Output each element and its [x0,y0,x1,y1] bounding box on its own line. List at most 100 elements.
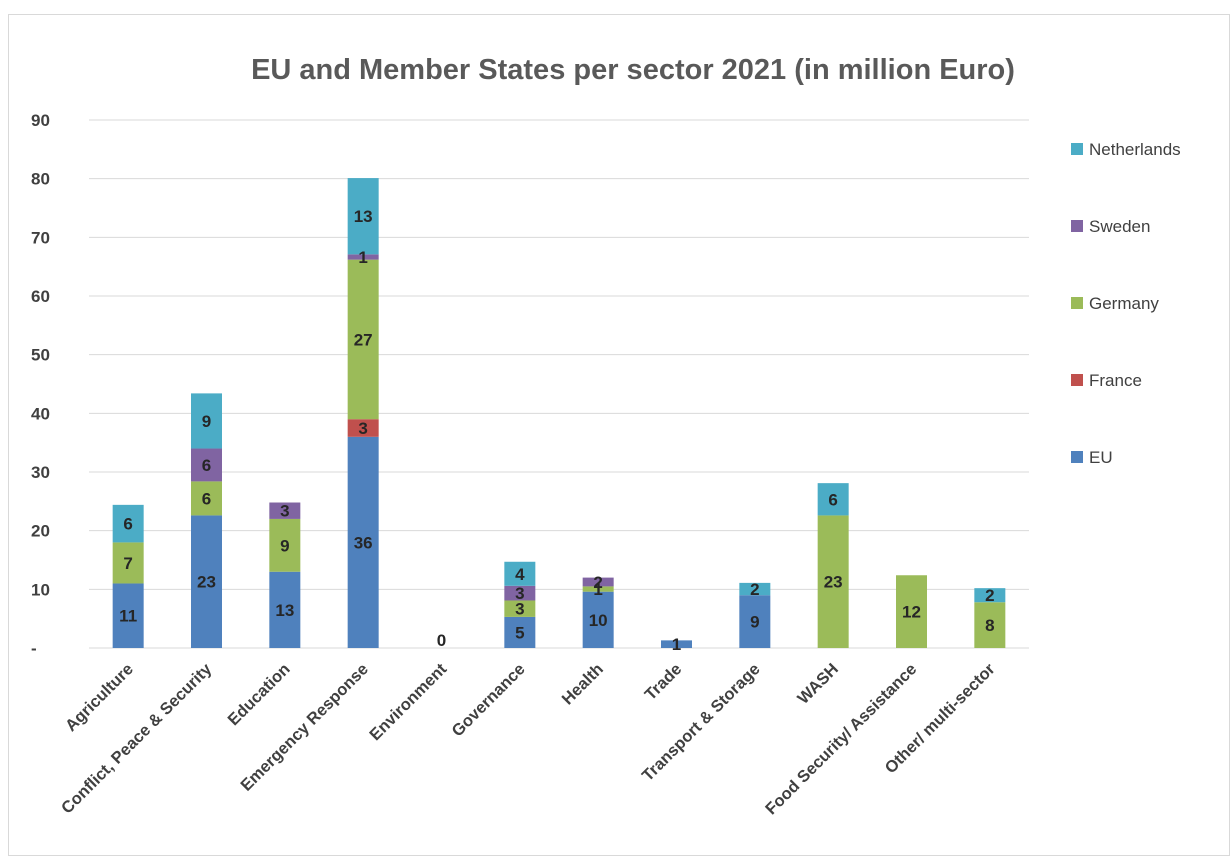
bar-netherlands-governance [504,561,536,586]
y-tick-label: 50 [31,346,50,365]
x-tick-label-emergency-response: Emergency Response [237,660,372,795]
legend-item-germany[interactable]: Germany [1071,294,1159,313]
data-label-netherlands-governance: 4 [515,565,525,584]
legend-swatch-sweden [1071,220,1083,232]
data-label-sweden-governance: 3 [515,584,524,603]
y-tick-label: 10 [31,580,50,599]
legend-swatch-eu [1071,451,1083,463]
chart-title: EU and Member States per sector 2021 (in… [251,54,1015,86]
bar-netherlands-transport-storage [739,582,771,596]
bar-netherlands-emergency-response [347,178,379,255]
bar-germany-wash [817,515,849,648]
data-label-netherlands-agriculture: 6 [123,515,132,534]
chart-frame: EU and Member States per sector 2021 (in… [8,14,1230,856]
bar-germany-emergency-response [347,259,379,420]
data-label-germany-wash: 23 [824,573,843,592]
legend-swatch-netherlands [1071,143,1083,155]
bar-germany-governance [504,600,536,617]
legend[interactable]: Netherlands Sweden Germany France EU [1071,140,1181,467]
x-tick-label-education: Education [225,660,294,729]
bar-netherlands-other-multi-sector [974,588,1006,603]
legend-swatch-france [1071,374,1083,386]
bar-sweden-governance [504,585,536,601]
legend-label-sweden: Sweden [1089,217,1150,236]
data-label-sweden-conflict-peace-security: 6 [202,456,211,475]
bar-sweden-education [269,502,301,519]
data-label-eu-health: 10 [589,611,608,630]
stacked-bar-chart: EU and Member States per sector 2021 (in… [31,54,1181,819]
bar-eu-emergency-response [347,436,379,648]
legend-label-france: France [1089,371,1142,390]
bar-eu-education [269,571,301,648]
y-axis-ticks: - 10 20 30 40 50 60 70 80 90 [31,111,50,658]
data-label-germany-food-security-assistance: 12 [902,603,921,622]
data-label-netherlands-wash: 6 [828,490,837,509]
bar-sweden-health [582,577,614,587]
legend-label-germany: Germany [1089,294,1159,313]
x-tick-label-wash: WASH [794,660,842,708]
x-tick-label-food-security-assistance: Food Security/ Assistance [762,660,920,818]
bar-eu-transport-storage [739,595,771,648]
x-tick-label-trade: Trade [641,660,685,704]
data-label-netherlands-other-multi-sector: 2 [985,586,994,605]
y-tick-label: 20 [31,522,50,541]
legend-item-netherlands[interactable]: Netherlands [1071,140,1181,159]
y-tick-label: 80 [31,170,50,189]
legend-item-sweden[interactable]: Sweden [1071,217,1150,236]
y-tick-label: - [31,639,37,658]
legend-swatch-germany [1071,297,1083,309]
bar-eu-trade [661,640,692,648]
bar-eu-agriculture [112,583,144,648]
data-label-eu-trade: 1 [672,635,681,654]
bar-germany-education [269,518,301,572]
bar-sweden-conflict-peace-security [191,448,222,482]
data-label-germany-conflict-peace-security: 6 [202,489,211,508]
data-label-eu-emergency-response: 36 [354,533,373,552]
data-label-netherlands-transport-storage: 2 [750,580,759,599]
data-label-sweden-education: 3 [280,502,289,521]
y-tick-label: 40 [31,404,50,423]
data-label-eu-environment: 0 [437,631,446,650]
bar-france-emergency-response [347,419,379,437]
legend-label-netherlands: Netherlands [1089,140,1181,159]
data-label-germany-agriculture: 7 [123,554,132,573]
data-label-germany-emergency-response: 27 [354,330,373,349]
y-tick-label: 30 [31,463,50,482]
data-label-sweden-emergency-response: 1 [358,248,367,267]
data-label-eu-transport-storage: 9 [750,613,759,632]
x-tick-label-governance: Governance [448,660,528,740]
gridlines [89,119,1029,649]
data-label-netherlands-conflict-peace-security: 9 [202,412,211,431]
bar-germany-other-multi-sector [974,602,1006,648]
bars [112,178,1006,648]
bar-eu-governance [504,616,536,648]
bar-germany-agriculture [112,542,144,584]
bar-germany-food-security-assistance [896,575,927,648]
legend-item-france[interactable]: France [1071,371,1142,390]
x-tick-label-conflict-peace-security: Conflict, Peace & Security [58,660,216,818]
x-tick-label-health: Health [559,660,607,708]
bar-eu-health [582,591,614,648]
bar-netherlands-conflict-peace-security [191,393,222,449]
legend-item-eu[interactable]: EU [1071,448,1113,467]
data-label-germany-education: 9 [280,536,289,555]
data-label-eu-education: 13 [275,601,294,620]
data-label-eu-agriculture: 11 [119,607,137,626]
legend-label-eu: EU [1089,448,1113,467]
data-label-germany-health: 1 [593,580,602,599]
bar-netherlands-agriculture [112,504,144,543]
data-label-eu-governance: 5 [515,623,524,642]
bar-sweden-emergency-response [347,254,379,260]
bar-germany-health [582,586,614,592]
y-tick-label: 70 [31,228,50,247]
y-tick-label: 90 [31,111,50,130]
data-label-eu-conflict-peace-security: 23 [197,573,216,592]
bar-germany-conflict-peace-security [191,481,222,516]
data-label-sweden-health: 2 [593,573,602,592]
data-label-germany-other-multi-sector: 8 [985,616,994,635]
data-label-france-emergency-response: 3 [358,419,367,438]
x-tick-label-environment: Environment [366,660,450,744]
data-label-netherlands-emergency-response: 13 [354,207,373,226]
